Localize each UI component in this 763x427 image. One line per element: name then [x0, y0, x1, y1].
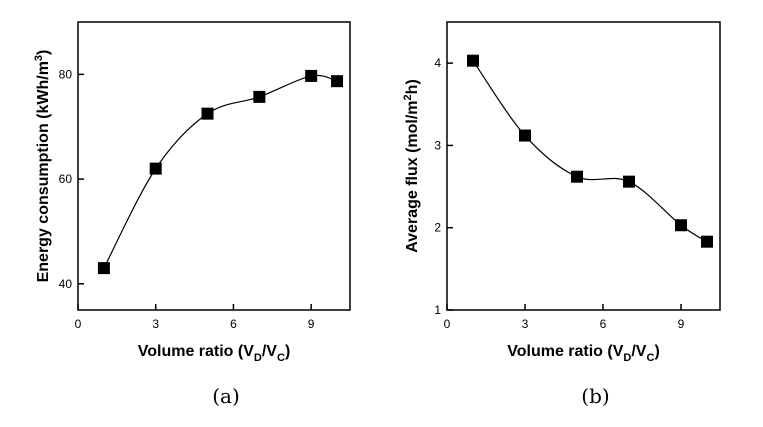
- caption: (a): [212, 384, 240, 408]
- y-tick-label: 60: [59, 172, 73, 186]
- label-part: C: [277, 352, 285, 364]
- y-tick-label: 1: [434, 303, 441, 317]
- label-part: ): [35, 50, 52, 55]
- y-tick-label: 40: [59, 277, 73, 291]
- data-point: [701, 235, 713, 248]
- plot-frame: [77, 21, 351, 311]
- data-point: [519, 129, 531, 142]
- y-tick-label: 3: [434, 138, 441, 152]
- x-axis-label: Volume ratio (VD/VC): [507, 343, 660, 364]
- label-part: 2: [402, 94, 414, 100]
- data-point: [623, 175, 635, 188]
- data-point: [467, 54, 479, 67]
- x-tick-label: 6: [600, 317, 607, 331]
- fit-curve: [103, 74, 338, 269]
- x-tick-label: 0: [444, 317, 451, 331]
- label-part: h): [404, 79, 421, 94]
- data-point: [675, 219, 687, 232]
- fit-curve: [472, 60, 708, 243]
- y-tick-label: 4: [434, 56, 441, 70]
- caption: (b): [581, 384, 609, 408]
- label-part: ): [285, 343, 290, 360]
- label-part: Volume ratio (V: [138, 343, 254, 360]
- label-part: /V: [631, 343, 646, 360]
- label-part: 3: [33, 55, 45, 61]
- x-tick-label: 6: [230, 317, 237, 331]
- y-tick-label: 2: [434, 221, 441, 235]
- data-point: [149, 162, 162, 175]
- data-point: [571, 170, 583, 183]
- data-point: [253, 90, 266, 103]
- data-point: [201, 107, 214, 120]
- label-part: /V: [262, 343, 277, 360]
- y-axis-label: Energy consumption (kWh/m3): [33, 50, 52, 283]
- x-tick-label: 3: [152, 317, 159, 331]
- x-tick-label: 9: [678, 317, 685, 331]
- x-tick-label: 9: [308, 317, 315, 331]
- plot-frame: [446, 21, 721, 311]
- label-part: Average flux (mol/m: [404, 100, 421, 252]
- y-axis-label: Average flux (mol/m2h): [402, 79, 421, 253]
- data-point: [97, 262, 110, 275]
- x-axis-label: Volume ratio (VD/VC): [138, 343, 291, 364]
- label-part: Volume ratio (V: [507, 343, 623, 360]
- y-tick-label: 80: [59, 67, 73, 81]
- label-part: D: [623, 352, 631, 364]
- data-point: [331, 75, 344, 88]
- label-part: Energy consumption (kWh/m: [35, 61, 52, 282]
- label-part: ): [654, 343, 659, 360]
- x-tick-label: 3: [522, 317, 529, 331]
- label-part: D: [254, 352, 262, 364]
- x-tick-label: 0: [75, 317, 82, 331]
- label-part: C: [646, 352, 654, 364]
- data-point: [305, 69, 318, 82]
